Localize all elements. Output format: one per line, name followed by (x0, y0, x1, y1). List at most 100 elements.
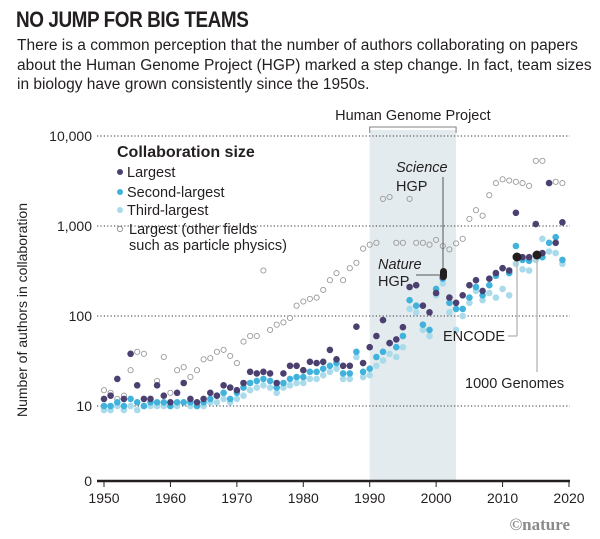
point-third-largest (213, 399, 221, 406)
point-second-largest (153, 399, 161, 406)
point-largest (187, 395, 194, 403)
point-third-largest (379, 357, 387, 364)
point-second-largest (253, 377, 261, 385)
point-other-fields (366, 241, 373, 248)
point-second-largest (266, 377, 274, 385)
point-largest (233, 386, 241, 394)
point-third-largest (133, 406, 141, 414)
legend-label-other-cont: such as particle physics) (129, 238, 287, 254)
point-largest (100, 395, 108, 403)
point-second-largest (306, 368, 314, 376)
legend-marker-second (117, 189, 123, 195)
point-third-largest (446, 309, 453, 316)
point-largest (512, 209, 520, 217)
point-third-largest (319, 371, 327, 379)
point-third-largest (339, 375, 347, 383)
point-second-largest (559, 256, 566, 264)
point-second-largest (127, 395, 134, 403)
point-third-largest (545, 248, 553, 255)
point-second-largest (412, 302, 420, 310)
point-third-largest (452, 326, 460, 334)
point-third-largest (466, 299, 473, 307)
point-largest (412, 281, 420, 289)
series-largest (100, 179, 566, 406)
point-other-fields (333, 270, 340, 277)
point-second-largest (293, 373, 300, 381)
legend: Collaboration size Largest Second-larges… (116, 144, 287, 254)
point-largest (339, 362, 347, 370)
chart-title: NO JUMP FOR BIG TEAMS (16, 7, 249, 32)
x-tick-label: 1990 (354, 490, 385, 506)
point-other-fields (360, 245, 367, 252)
point-third-largest (552, 249, 559, 257)
point-second-largest (173, 399, 181, 406)
point-largest (333, 356, 340, 363)
point-third-largest (326, 368, 334, 376)
point-second-largest (326, 362, 334, 370)
point-other-fields (552, 178, 559, 185)
point-largest (399, 323, 407, 331)
point-largest (373, 332, 380, 340)
legend-title: Collaboration size (117, 144, 255, 161)
point-other-fields (306, 295, 313, 302)
y-axis: 10,000 1,000 100 10 0 (49, 128, 92, 489)
point-third-largest (286, 382, 294, 389)
nature-label-hgp: HGP (378, 274, 409, 290)
x-tick-label: 2010 (487, 490, 518, 506)
point-largest (552, 239, 559, 247)
point-third-largest (499, 285, 506, 293)
legend-label-third: Third-largest (127, 203, 208, 219)
point-other-fields (433, 236, 440, 243)
point-other-fields (406, 195, 413, 202)
point-second-largest (399, 332, 407, 340)
annotations: Science HGP Nature HGP ENCODE 1000 Genom… (378, 160, 564, 392)
science-label-italic: Science (396, 160, 448, 176)
point-other-fields (286, 314, 294, 322)
point-second-largest (446, 299, 453, 307)
point-largest (393, 336, 400, 343)
x-tick-label: 1980 (288, 490, 319, 506)
point-largest (499, 264, 506, 272)
point-other-fields (413, 239, 420, 246)
series-other-fields (100, 157, 566, 402)
point-other-fields (519, 180, 526, 187)
point-largest (472, 276, 480, 284)
point-other-fields (466, 215, 473, 222)
point-second-largest (486, 281, 493, 289)
point-second-largest (120, 402, 128, 410)
point-other-fields (273, 321, 280, 328)
y-tick-label: 10,000 (49, 128, 92, 144)
science-label-hgp: HGP (396, 179, 427, 195)
point-third-largest (366, 371, 374, 379)
nature-credit: ©nature (509, 515, 570, 534)
point-other-fields (227, 352, 234, 359)
point-largest (300, 366, 307, 374)
point-third-largest (459, 312, 467, 320)
point-third-largest (127, 402, 134, 410)
point-largest (446, 294, 453, 301)
point-third-largest (233, 395, 241, 403)
point-largest (220, 382, 227, 389)
point-third-largest (240, 392, 247, 400)
point-second-largest (246, 379, 254, 387)
point-largest (326, 346, 334, 354)
encode-label: ENCODE (443, 329, 505, 345)
point-other-fields (419, 239, 426, 246)
point-second-largest (319, 365, 327, 373)
point-other-fields (193, 367, 201, 374)
point-third-largest (359, 373, 367, 381)
point-largest (246, 368, 254, 376)
point-second-largest (379, 348, 387, 356)
point-other-fields (200, 356, 207, 363)
point-third-largest (393, 353, 400, 361)
point-second-largest (406, 296, 413, 304)
point-second-largest (226, 395, 234, 403)
point-second-largest (273, 384, 281, 391)
point-largest (479, 287, 486, 295)
point-third-largest (426, 332, 433, 340)
point-third-largest (492, 294, 500, 301)
point-largest (386, 339, 393, 347)
point-largest (280, 370, 287, 377)
point-largest (492, 269, 500, 277)
point-second-largest (286, 375, 294, 383)
